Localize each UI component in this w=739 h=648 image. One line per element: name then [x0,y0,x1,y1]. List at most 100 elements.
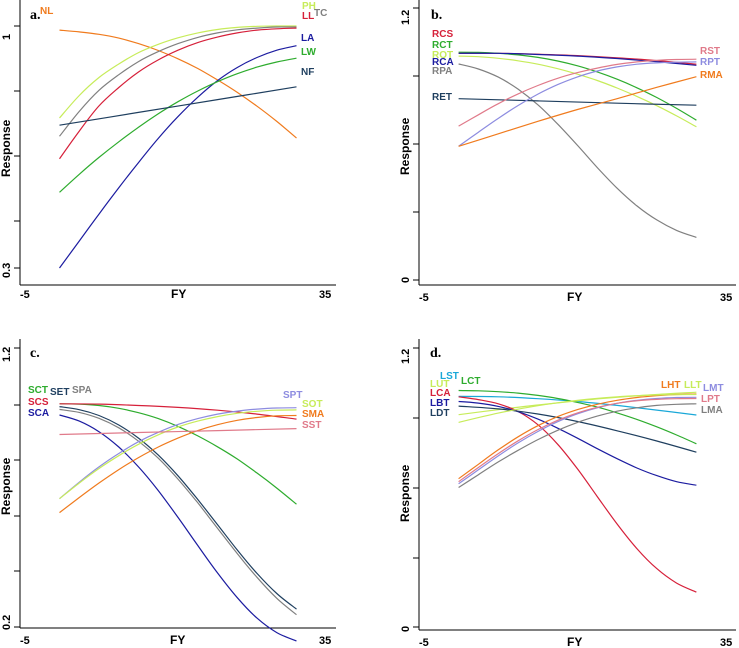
panel-c: c. 1.2 0.2 Response -5 35 FY SCT SET SPASC… [0,339,336,647]
panel-d-line-lst [458,395,697,416]
panel-a-xtick-label-left: -5 [20,289,30,301]
panel-c-label-sot: SOT [302,399,323,410]
panel-b-label-ret: RET [432,92,452,103]
panel-c-line-scs [59,403,297,420]
panel-c-line-sma [59,414,297,514]
panel-d-letter: d. [430,346,441,361]
panel-d-line-ldt [458,405,697,453]
panel-d-line-lht [458,393,697,480]
panel-d-label-lca: LCA [430,388,451,399]
panel-b-line-rpa [458,63,697,238]
panel-c-label-scs: SCS [28,397,49,408]
panel-a-line-ll [59,27,297,160]
panel-d-xtick-label-left: -5 [419,637,429,648]
panel-a-label-lw: LW [301,47,317,58]
panel-b-label-rpt: RPT [700,57,720,68]
panel-a-line-ph [59,25,297,119]
panel-a-label-ll: LL [302,11,314,22]
panel-d-line-lma [458,403,697,489]
panel-c-label-spa: SPA [72,385,92,396]
panel-c-label-sct: SCT [28,385,48,396]
panel-c-ytick-label-bottom: 0.2 [1,615,13,630]
panel-a-line-nf [59,86,297,126]
panel-a-label-ph: PH [302,1,316,12]
panel-b-line-rca [458,52,697,66]
panel-b: b. 1.2 0 Response -5 35 FY RCSRCTROTRPAR… [398,0,736,304]
panel-a-ytick-label-bottom: 0.3 [1,263,13,278]
panel-a-label-nf: NF [301,67,314,78]
panel-c-xtick-label-left: -5 [20,635,30,647]
panel-d-line-lmt [458,396,697,485]
panel-b-label-rst: RST [700,46,720,57]
panel-d-ytick-label-top: 1.2 [400,349,412,364]
panel-d-label-lpt: LPT [701,394,720,405]
panel-b-xtick-label-right: 35 [720,292,732,304]
panel-a-xlabel: FY [171,287,186,301]
panel-d-line-llt [458,393,697,423]
panel-d: d. 1.2 0 Response -5 35 FY LST LCTLUTLCAL… [398,339,736,648]
panel-d-label-lst: LST [440,371,459,382]
panel-b-line-rpt [458,61,697,147]
panel-a-ytick-label-top: 1 [1,34,13,40]
panel-b-xlabel: FY [567,290,582,304]
panel-d-ytick-label-bottom: 0 [400,626,412,632]
panel-b-label-rcs: RCS [432,29,453,40]
panel-b-label-rot: ROT [432,50,453,61]
panel-d-line-lct [458,389,697,445]
panel-b-line-rst [458,58,697,127]
panel-b-label-rpa: RPA [432,66,452,77]
panel-a-label-la: LA [301,33,314,44]
panel-c-label-sca: SCA [28,408,49,419]
panel-b-label-rca: RCA [432,57,454,68]
panel-d-xlabel: FY [567,635,582,648]
panel-d-line-lbt [458,400,697,486]
panel-b-label-rct: RCT [432,40,453,51]
panel-b-line-rot [458,55,697,128]
panel-a-line-tc [59,26,297,137]
panel-a-xtick-label-right: 35 [319,289,331,301]
panel-b-line-ret [458,98,697,106]
panel-d-line-lpt [458,397,697,483]
panel-a-line-la [59,45,297,269]
panel-c-line-set [59,406,297,610]
panel-c-label-spt: SPT [283,390,302,401]
panel-d-line-lca [458,396,697,593]
panel-c-xtick-label-right: 35 [319,635,331,647]
panel-d-label-llt: LLT [684,380,702,391]
panel-a-line-lw [59,57,297,193]
panel-b-ylabel: Response [398,117,412,175]
panel-c-line-sca [59,414,297,642]
panel-d-xtick-label-right: 35 [720,637,732,648]
panel-a-label-tc: TC [314,8,327,19]
panel-d-label-lct: LCT [461,376,480,387]
panel-b-ytick-label-bottom: 0 [400,277,412,283]
panel-c-label-set: SET [50,387,69,398]
panel-a-ylabel: Response [0,119,13,177]
panel-c-line-spt [59,407,297,500]
panel-b-letter: b. [431,8,442,23]
panel-a-letter: a. [30,8,41,23]
panel-d-ylabel: Response [398,464,412,522]
panel-d-label-ldt: LDT [430,408,449,419]
panel-d-label-lmt: LMT [703,383,724,394]
panel-a-line-nl [59,29,297,139]
panel-d-label-lma: LMA [701,405,723,416]
panel-a-label-nl: NL [40,6,53,17]
panel-c-line-sot [59,409,297,500]
panel-c-line-sct [59,403,297,505]
panel-c-label-sma: SMA [302,409,324,420]
panel-c-ylabel: Response [0,457,13,515]
panel-d-label-lbt: LBT [430,398,449,409]
panel-c-label-sst: SST [302,420,321,431]
panel-c-ytick-label-top: 1.2 [1,347,13,362]
panel-c-letter: c. [30,346,40,361]
panel-c-xlabel: FY [170,633,185,647]
panel-d-label-lut: LUT [430,379,449,390]
panel-c-line-sst [59,428,297,436]
panel-d-label-lht: LHT [661,380,680,391]
